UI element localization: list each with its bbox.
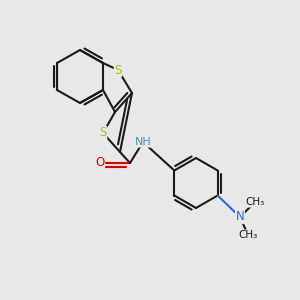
Text: N: N [236,211,244,224]
Text: NH: NH [135,137,152,147]
Text: S: S [99,127,107,140]
Text: S: S [114,64,122,76]
Text: CH₃: CH₃ [245,197,265,207]
Text: O: O [95,157,105,169]
Text: CH₃: CH₃ [238,230,258,240]
